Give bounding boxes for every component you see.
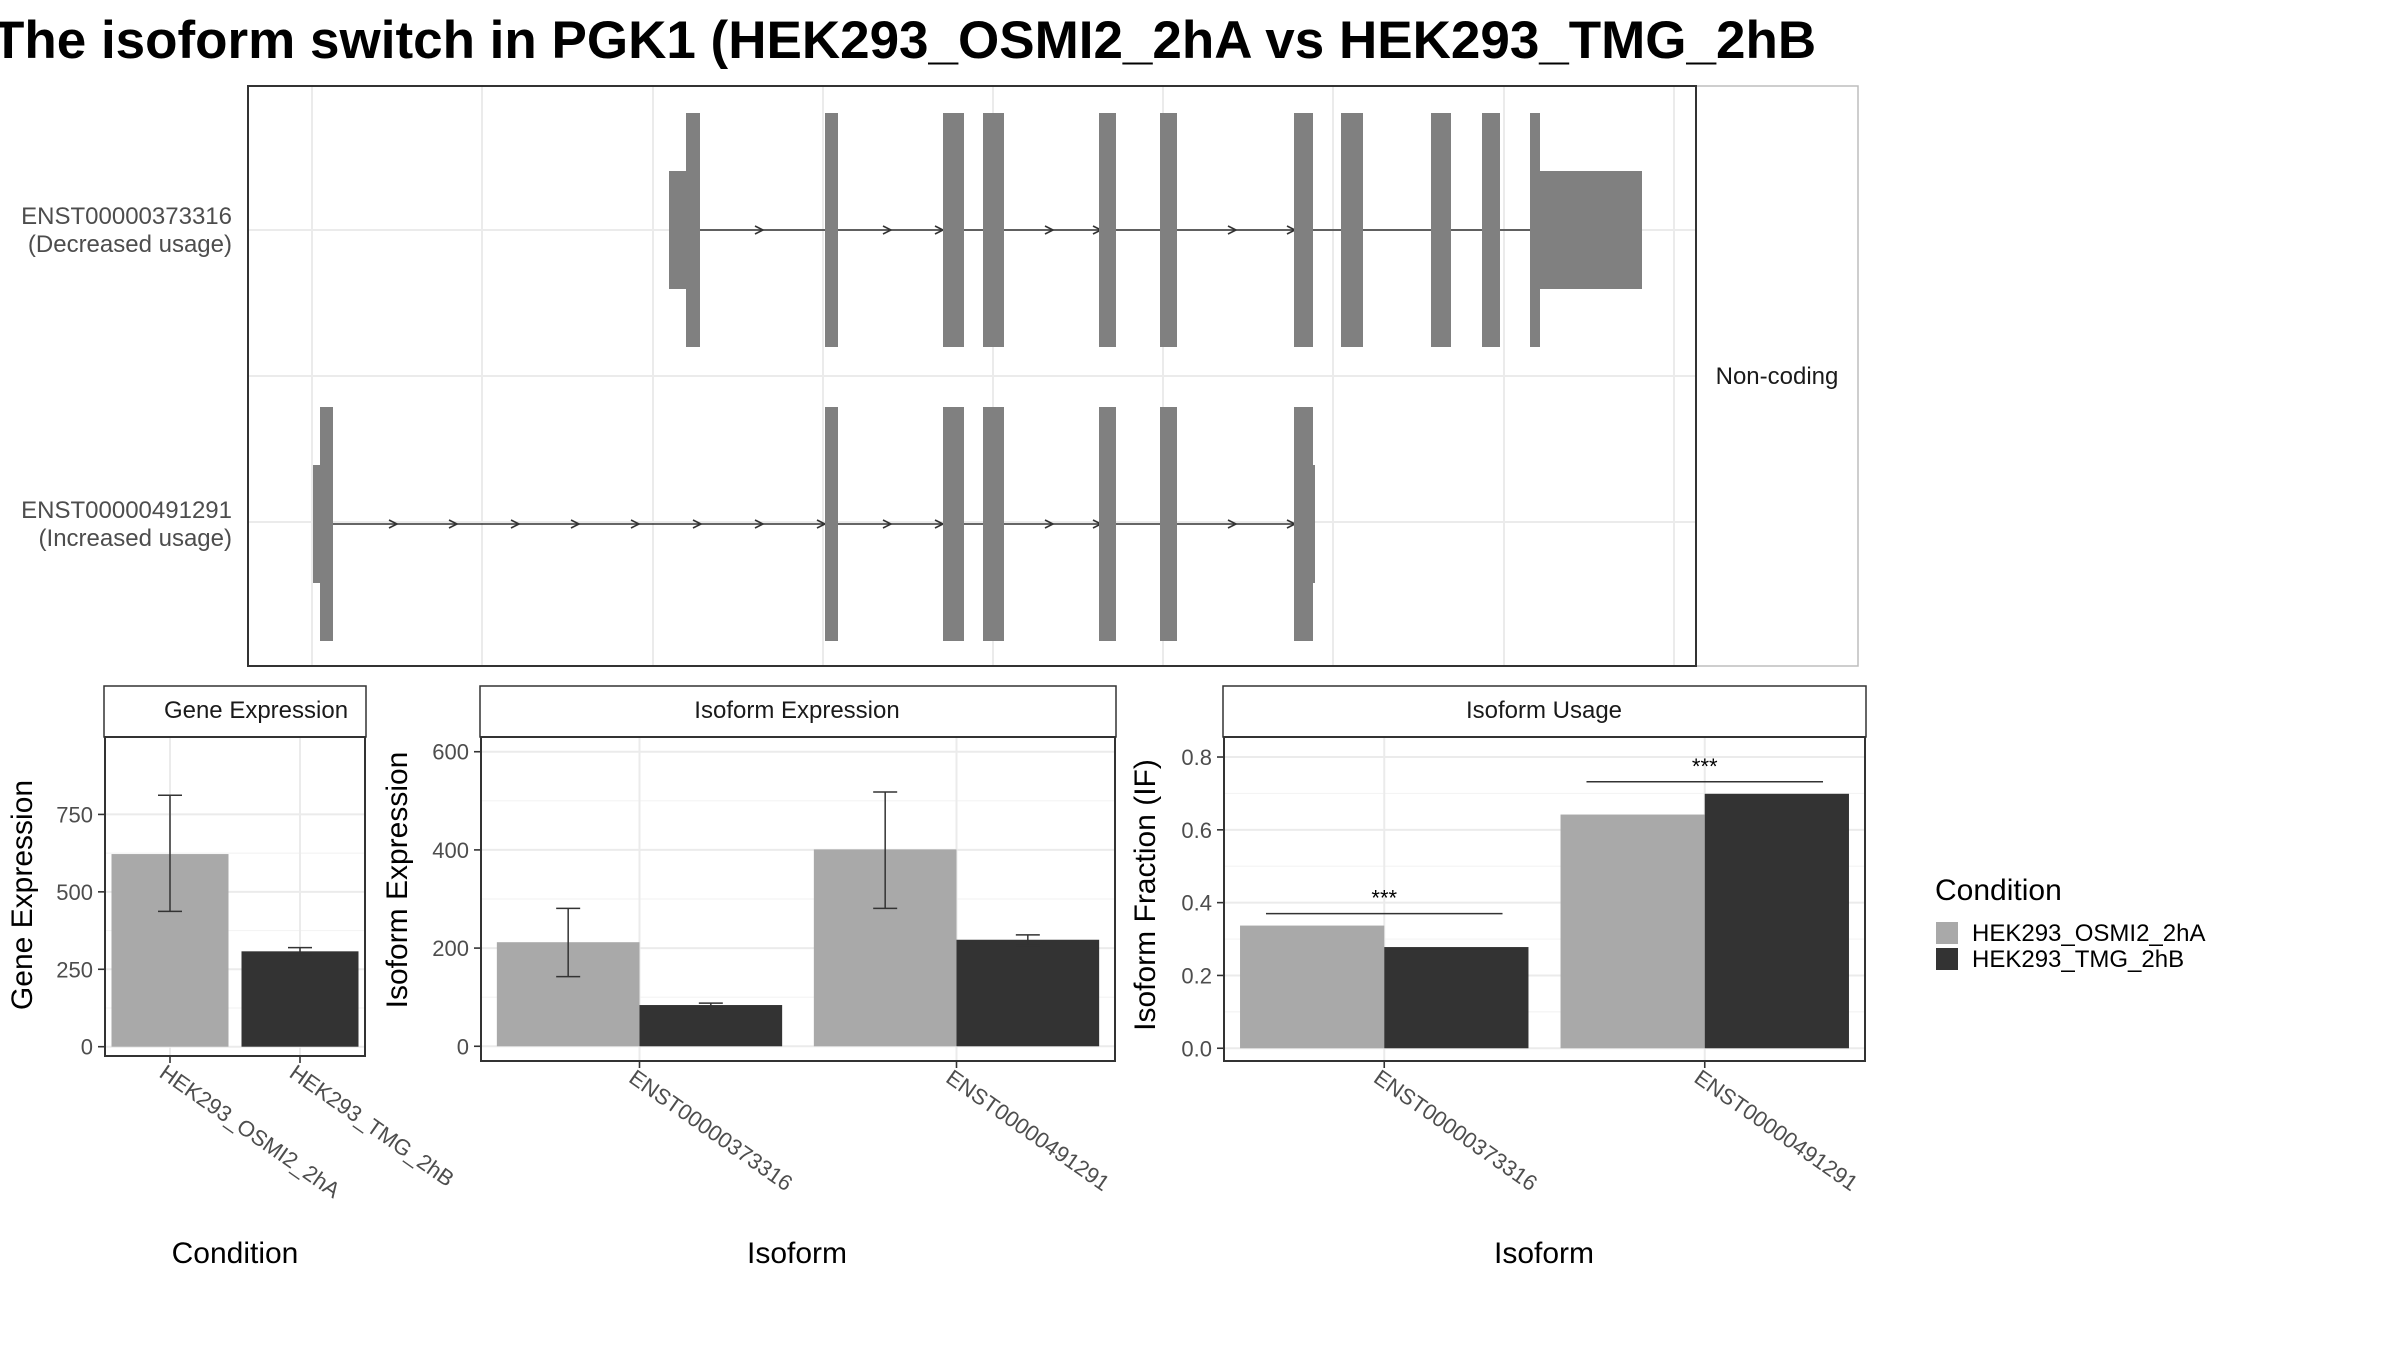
transcript-structure-panel: Non-coding ENST00000373316 (Decreased us… bbox=[21, 85, 1859, 667]
utr-block bbox=[313, 465, 320, 583]
bar-osmi2 bbox=[1240, 925, 1385, 1049]
y-tick-label: 0.6 bbox=[1181, 818, 1212, 843]
isoform-expression-xlabel: Isoform bbox=[747, 1237, 847, 1270]
bar-tmg bbox=[639, 1005, 783, 1047]
exon-block bbox=[1431, 113, 1451, 347]
strand-arrow bbox=[692, 519, 703, 529]
y-tick-label: 0.2 bbox=[1181, 963, 1212, 988]
exon-block bbox=[686, 113, 700, 347]
track-2-usage: (Increased usage) bbox=[39, 525, 232, 552]
y-tick-label: 250 bbox=[56, 957, 93, 982]
strand-arrow bbox=[630, 519, 641, 529]
track-1-usage: (Decreased usage) bbox=[28, 231, 232, 258]
y-tick-label: 0 bbox=[81, 1035, 93, 1060]
y-tick-label: 400 bbox=[432, 838, 469, 863]
bar-tmg bbox=[956, 939, 1100, 1047]
exon-block bbox=[983, 113, 1004, 347]
x-tick-label: ENST00000373316 bbox=[1369, 1065, 1542, 1196]
bar-osmi2 bbox=[1560, 814, 1705, 1049]
exon-block bbox=[983, 407, 1004, 641]
isoform-usage-panel: Isoform Usage Isoform Isoform Fraction (… bbox=[1129, 685, 1867, 1270]
gene-expression-ylabel: Gene Expression bbox=[6, 780, 39, 1010]
exon-block bbox=[1099, 407, 1116, 641]
facet-label-noncoding: Non-coding bbox=[1716, 363, 1839, 390]
exon-block bbox=[320, 407, 333, 641]
panel-frame bbox=[1223, 736, 1866, 1062]
bar-tmg bbox=[1384, 947, 1529, 1049]
strand-arrow bbox=[570, 519, 581, 529]
y-tick-label: 0 bbox=[457, 1034, 469, 1059]
panel-strip bbox=[103, 685, 367, 738]
isoform-usage-strip-title: Isoform Usage bbox=[1466, 697, 1622, 724]
isoform-usage-xlabel: Isoform bbox=[1494, 1237, 1594, 1270]
isoform-expression-ylabel: Isoform Expression bbox=[381, 752, 414, 1009]
y-tick-label: 750 bbox=[56, 802, 93, 827]
panel-strip bbox=[479, 685, 1117, 738]
exon-block bbox=[1099, 113, 1116, 347]
utr-block bbox=[1313, 465, 1315, 583]
exon-block bbox=[825, 113, 838, 347]
x-tick-label: ENST00000373316 bbox=[625, 1065, 798, 1196]
legend-label-tmg: HEK293_TMG_2hB bbox=[1972, 946, 2184, 973]
exon-block bbox=[1294, 407, 1313, 641]
y-tick-label: 0.0 bbox=[1181, 1036, 1212, 1061]
exon-block bbox=[1160, 407, 1177, 641]
bar-tmg bbox=[241, 951, 359, 1047]
legend-title: Condition bbox=[1935, 874, 2062, 907]
exon-block bbox=[1482, 113, 1500, 347]
track-2-id: ENST00000491291 bbox=[21, 497, 232, 524]
exon-block bbox=[943, 407, 964, 641]
track-1-id: ENST00000373316 bbox=[21, 203, 232, 230]
y-tick-label: 200 bbox=[432, 936, 469, 961]
y-tick-label: 0.8 bbox=[1181, 745, 1212, 770]
condition-legend: Condition HEK293_OSMI2_2hA HEK293_TMG_2h… bbox=[1935, 874, 2205, 973]
figure-title: The isoform switch in PGK1 (HEK293_OSMI2… bbox=[0, 11, 1816, 70]
y-tick-label: 0.4 bbox=[1181, 891, 1212, 916]
exon-block bbox=[1160, 113, 1177, 347]
x-tick-label: ENST00000491291 bbox=[942, 1065, 1115, 1196]
strand-arrow bbox=[1044, 519, 1055, 529]
strand-arrow bbox=[1227, 519, 1238, 529]
strand-arrow bbox=[754, 225, 765, 235]
significance-label: *** bbox=[1692, 754, 1718, 779]
strand-arrow bbox=[510, 519, 521, 529]
exon-block bbox=[1530, 113, 1540, 347]
gene-expression-xlabel: Condition bbox=[172, 1237, 299, 1270]
legend-swatch-tmg bbox=[1936, 948, 1958, 970]
utr-block bbox=[1536, 171, 1642, 289]
strand-arrow bbox=[754, 519, 765, 529]
strand-arrow bbox=[882, 225, 893, 235]
y-tick-label: 500 bbox=[56, 880, 93, 905]
isoform-expression-panel: Isoform Expression Isoform Isoform Expre… bbox=[381, 685, 1117, 1270]
structure-frame bbox=[247, 85, 1697, 667]
isoform-usage-ylabel: Isoform Fraction (IF) bbox=[1129, 759, 1162, 1031]
strand-arrow bbox=[1227, 225, 1238, 235]
strand-arrow bbox=[1044, 225, 1055, 235]
panel-frame bbox=[480, 736, 1116, 1062]
bar-tmg bbox=[1704, 793, 1849, 1049]
strand-arrow bbox=[882, 519, 893, 529]
y-tick-label: 600 bbox=[432, 740, 469, 765]
strand-arrow bbox=[448, 519, 459, 529]
structure-facet-strip bbox=[1695, 85, 1859, 667]
x-tick-label: ENST00000491291 bbox=[1690, 1065, 1863, 1196]
isoform-expression-strip-title: Isoform Expression bbox=[694, 697, 899, 724]
utr-block bbox=[669, 171, 686, 289]
legend-swatch-osmi2 bbox=[1936, 922, 1958, 944]
exon-block bbox=[943, 113, 964, 347]
exon-block bbox=[1341, 113, 1363, 347]
panel-frame bbox=[104, 736, 366, 1057]
strand-arrow bbox=[388, 519, 399, 529]
exon-block bbox=[825, 407, 838, 641]
significance-label: *** bbox=[1371, 886, 1397, 911]
legend-label-osmi2: HEK293_OSMI2_2hA bbox=[1972, 920, 2205, 947]
gene-expression-strip-title: Gene Expression bbox=[164, 697, 348, 724]
exon-block bbox=[1294, 113, 1313, 347]
